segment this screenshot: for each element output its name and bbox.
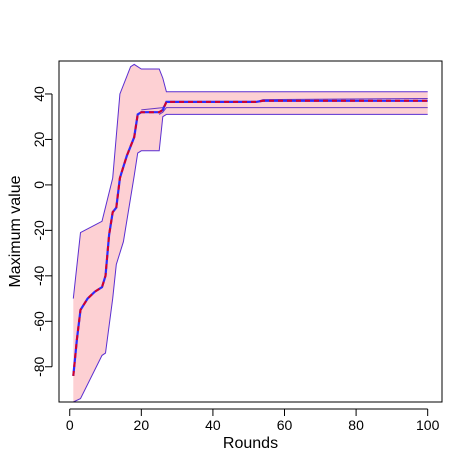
y-tick-label: 0 — [31, 181, 47, 189]
y-axis-title: Maximum value — [7, 175, 24, 287]
lower-bound-line — [73, 113, 428, 402]
median-line — [72, 99, 428, 376]
y-tick-label: 20 — [31, 131, 47, 147]
lower-inner-line — [158, 107, 428, 115]
series-group — [72, 63, 428, 402]
plot-frame — [58, 60, 443, 403]
y-tick-label: -20 — [31, 220, 47, 240]
x-axis: 0 20 40 60 80 100 — [66, 408, 440, 433]
x-tick-label: 80 — [348, 417, 364, 433]
y-axis: -80 -60 -40 -20 0 20 40 — [31, 86, 53, 377]
x-tick-label: 40 — [205, 417, 221, 433]
upper-bound-line — [72, 63, 428, 299]
x-tick-label: 60 — [277, 417, 293, 433]
x-tick-label: 20 — [134, 417, 150, 433]
y-tick-label: -60 — [31, 311, 47, 331]
x-tick-label: 100 — [416, 417, 440, 433]
x-axis-title: Rounds — [223, 435, 278, 452]
x-tick-label: 0 — [66, 417, 74, 433]
y-tick-label: -40 — [31, 265, 47, 285]
confidence-band — [73, 64, 428, 402]
y-tick-label: -80 — [31, 356, 47, 376]
y-tick-label: 40 — [31, 86, 47, 102]
plot-area — [72, 63, 428, 402]
